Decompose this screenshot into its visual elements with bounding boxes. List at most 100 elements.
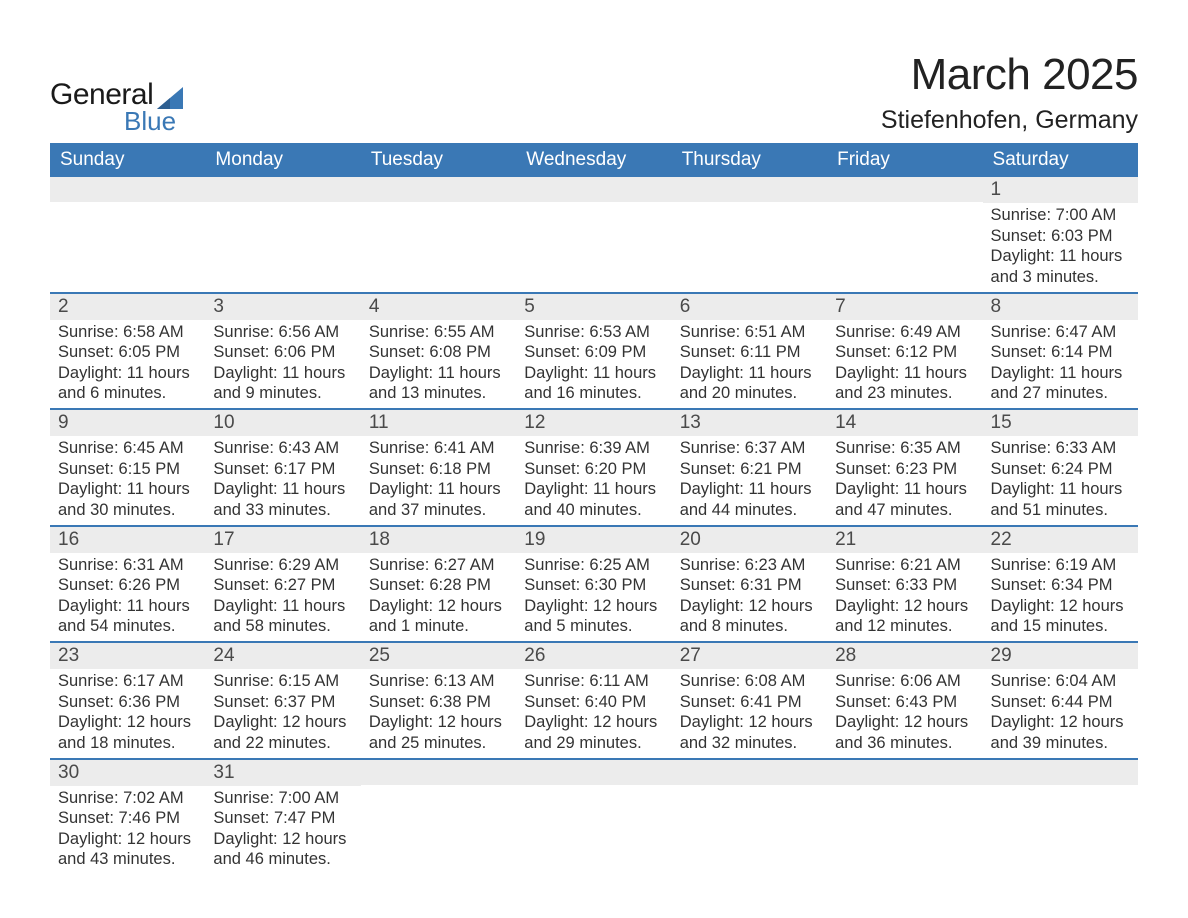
calendar-cell: 20Sunrise: 6:23 AMSunset: 6:31 PMDayligh…: [672, 526, 827, 643]
day-number: 12: [516, 410, 671, 436]
day-number: 27: [672, 643, 827, 669]
daylight-line: Daylight: 11 hours and 20 minutes.: [680, 363, 819, 404]
day-header: Monday: [205, 143, 360, 177]
day-detail: Sunrise: 6:49 AMSunset: 6:12 PMDaylight:…: [827, 320, 982, 409]
day-number: 29: [983, 643, 1138, 669]
day-detail: Sunrise: 6:31 AMSunset: 6:26 PMDaylight:…: [50, 553, 205, 642]
calendar-cell: 18Sunrise: 6:27 AMSunset: 6:28 PMDayligh…: [361, 526, 516, 643]
calendar-cell: [50, 177, 205, 293]
day-detail: Sunrise: 6:13 AMSunset: 6:38 PMDaylight:…: [361, 669, 516, 758]
calendar-cell: [827, 177, 982, 293]
daylight-line: Daylight: 11 hours and 51 minutes.: [991, 479, 1130, 520]
day-detail: Sunrise: 6:45 AMSunset: 6:15 PMDaylight:…: [50, 436, 205, 525]
sunrise-line: Sunrise: 6:47 AM: [991, 322, 1130, 343]
day-header: Friday: [827, 143, 982, 177]
sunrise-line: Sunrise: 6:49 AM: [835, 322, 974, 343]
calendar-cell: 14Sunrise: 6:35 AMSunset: 6:23 PMDayligh…: [827, 409, 982, 526]
day-detail: [361, 202, 516, 274]
daylight-line: Daylight: 11 hours and 23 minutes.: [835, 363, 974, 404]
location-subtitle: Stiefenhofen, Germany: [881, 106, 1138, 135]
calendar-cell: 17Sunrise: 6:29 AMSunset: 6:27 PMDayligh…: [205, 526, 360, 643]
day-header: Saturday: [983, 143, 1138, 177]
sunset-line: Sunset: 6:41 PM: [680, 692, 819, 713]
title-block: March 2025 Stiefenhofen, Germany: [881, 50, 1138, 135]
day-header: Sunday: [50, 143, 205, 177]
calendar-cell: 6Sunrise: 6:51 AMSunset: 6:11 PMDaylight…: [672, 293, 827, 410]
day-number: [516, 177, 671, 202]
day-detail: [827, 202, 982, 274]
daylight-line: Daylight: 12 hours and 46 minutes.: [213, 829, 352, 870]
day-number: [361, 760, 516, 785]
day-detail: Sunrise: 6:15 AMSunset: 6:37 PMDaylight:…: [205, 669, 360, 758]
daylight-line: Daylight: 11 hours and 44 minutes.: [680, 479, 819, 520]
daylight-line: Daylight: 11 hours and 16 minutes.: [524, 363, 663, 404]
day-detail: Sunrise: 7:02 AMSunset: 7:46 PMDaylight:…: [50, 786, 205, 875]
logo-word2: Blue: [124, 106, 183, 137]
day-number: [827, 760, 982, 785]
day-number: 10: [205, 410, 360, 436]
sunrise-line: Sunrise: 6:37 AM: [680, 438, 819, 459]
sunset-line: Sunset: 6:27 PM: [213, 575, 352, 596]
day-number: 2: [50, 294, 205, 320]
day-number: 21: [827, 527, 982, 553]
day-detail: Sunrise: 6:08 AMSunset: 6:41 PMDaylight:…: [672, 669, 827, 758]
sunrise-line: Sunrise: 6:27 AM: [369, 555, 508, 576]
day-number: 17: [205, 527, 360, 553]
sunset-line: Sunset: 6:08 PM: [369, 342, 508, 363]
sunset-line: Sunset: 6:38 PM: [369, 692, 508, 713]
day-detail: [50, 202, 205, 274]
day-detail: Sunrise: 6:17 AMSunset: 6:36 PMDaylight:…: [50, 669, 205, 758]
sunset-line: Sunset: 6:37 PM: [213, 692, 352, 713]
calendar-cell: 22Sunrise: 6:19 AMSunset: 6:34 PMDayligh…: [983, 526, 1138, 643]
day-detail: Sunrise: 6:35 AMSunset: 6:23 PMDaylight:…: [827, 436, 982, 525]
day-number: 16: [50, 527, 205, 553]
calendar-cell: 27Sunrise: 6:08 AMSunset: 6:41 PMDayligh…: [672, 642, 827, 759]
sunset-line: Sunset: 6:43 PM: [835, 692, 974, 713]
daylight-line: Daylight: 12 hours and 29 minutes.: [524, 712, 663, 753]
day-number: 13: [672, 410, 827, 436]
sunset-line: Sunset: 6:34 PM: [991, 575, 1130, 596]
day-detail: Sunrise: 6:21 AMSunset: 6:33 PMDaylight:…: [827, 553, 982, 642]
sunrise-line: Sunrise: 6:15 AM: [213, 671, 352, 692]
sunrise-line: Sunrise: 6:55 AM: [369, 322, 508, 343]
day-number: [983, 760, 1138, 785]
sunset-line: Sunset: 6:21 PM: [680, 459, 819, 480]
day-number: 15: [983, 410, 1138, 436]
daylight-line: Daylight: 11 hours and 3 minutes.: [991, 246, 1130, 287]
sunrise-line: Sunrise: 6:56 AM: [213, 322, 352, 343]
calendar-table: Sunday Monday Tuesday Wednesday Thursday…: [50, 143, 1138, 874]
sunset-line: Sunset: 6:17 PM: [213, 459, 352, 480]
day-detail: Sunrise: 6:06 AMSunset: 6:43 PMDaylight:…: [827, 669, 982, 758]
day-number: 26: [516, 643, 671, 669]
daylight-line: Daylight: 11 hours and 47 minutes.: [835, 479, 974, 520]
calendar-cell: [983, 759, 1138, 875]
calendar-week-row: 2Sunrise: 6:58 AMSunset: 6:05 PMDaylight…: [50, 293, 1138, 410]
daylight-line: Daylight: 11 hours and 37 minutes.: [369, 479, 508, 520]
calendar-cell: [516, 177, 671, 293]
day-number: [516, 760, 671, 785]
day-number: [50, 177, 205, 202]
calendar-cell: 23Sunrise: 6:17 AMSunset: 6:36 PMDayligh…: [50, 642, 205, 759]
daylight-line: Daylight: 11 hours and 9 minutes.: [213, 363, 352, 404]
sunrise-line: Sunrise: 6:53 AM: [524, 322, 663, 343]
calendar-cell: [205, 177, 360, 293]
daylight-line: Daylight: 11 hours and 13 minutes.: [369, 363, 508, 404]
calendar-cell: 11Sunrise: 6:41 AMSunset: 6:18 PMDayligh…: [361, 409, 516, 526]
day-detail: Sunrise: 6:47 AMSunset: 6:14 PMDaylight:…: [983, 320, 1138, 409]
calendar-cell: 1Sunrise: 7:00 AMSunset: 6:03 PMDaylight…: [983, 177, 1138, 293]
day-number: 8: [983, 294, 1138, 320]
sunrise-line: Sunrise: 6:58 AM: [58, 322, 197, 343]
daylight-line: Daylight: 12 hours and 12 minutes.: [835, 596, 974, 637]
logo-triangle-icon: [157, 87, 183, 109]
sunrise-line: Sunrise: 6:31 AM: [58, 555, 197, 576]
sunrise-line: Sunrise: 6:29 AM: [213, 555, 352, 576]
day-number: 4: [361, 294, 516, 320]
calendar-cell: [672, 177, 827, 293]
day-detail: Sunrise: 6:04 AMSunset: 6:44 PMDaylight:…: [983, 669, 1138, 758]
day-number: 11: [361, 410, 516, 436]
sunset-line: Sunset: 6:44 PM: [991, 692, 1130, 713]
day-detail: Sunrise: 6:41 AMSunset: 6:18 PMDaylight:…: [361, 436, 516, 525]
daylight-line: Daylight: 11 hours and 6 minutes.: [58, 363, 197, 404]
calendar-cell: 25Sunrise: 6:13 AMSunset: 6:38 PMDayligh…: [361, 642, 516, 759]
day-number: 19: [516, 527, 671, 553]
